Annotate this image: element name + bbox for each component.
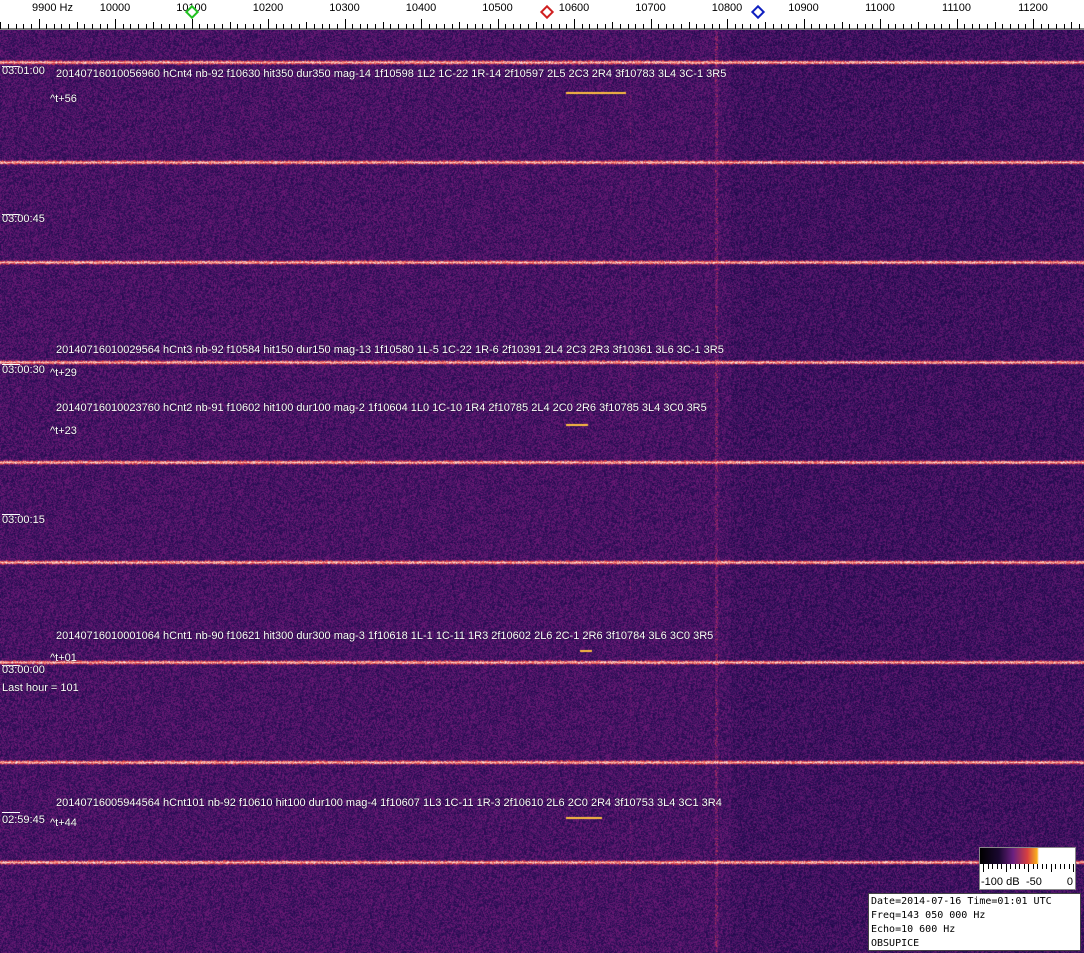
time-label: 03:00:15 [2,514,45,526]
colorbar-label: -50 [1026,876,1042,888]
time-label: 02:59:45 [2,814,45,826]
colorbar: -100 dB -50 0 [979,847,1076,890]
detection-delta: ^t+44 [50,817,77,829]
frequency-label: 10900 [788,2,819,14]
frequency-label: 10500 [482,2,513,14]
detection-delta: ^t+23 [50,425,77,437]
info-box: Date=2014-07-16 Time=01:01 UTC Freq=143 … [868,893,1081,951]
time-tick [2,364,20,365]
time-tick [2,812,20,813]
detection-text: 20140716010023760 hCnt2 nb-91 f10602 hit… [56,402,707,414]
time-tick [2,514,20,515]
time-label: 03:00:00 [2,664,45,676]
frequency-label: 10400 [405,2,437,14]
colorbar-ticks [983,864,1074,872]
colorbar-label: -100 dB [981,876,1020,888]
detection-text: 20140716010029564 hCnt3 nb-92 f10584 hit… [56,344,724,356]
frequency-ruler[interactable]: 9900 Hz100001010010200103001040010500106… [0,0,1084,30]
colorbar-label: 0 [1066,876,1073,888]
last-hour-count: Last hour = 101 [2,682,79,694]
detection-text: 20140716005944564 hCnt101 nb-92 f10610 h… [56,797,722,809]
frequency-label: 11200 [1018,2,1048,14]
waterfall-display[interactable] [0,30,1084,953]
frequency-label: 9900 Hz [32,2,73,14]
detection-text: 20140716010056960 hCnt4 nb-92 f10630 hit… [56,68,727,80]
time-label: 03:00:30 [2,364,45,376]
detection-delta: ^t+01 [50,652,77,664]
frequency-label: 11100 [942,2,971,14]
time-tick [2,66,20,67]
frequency-label: 10200 [252,2,284,14]
frequency-line: Freq=143 050 000 Hz [871,910,986,921]
colorbar-gradient [980,848,1075,864]
frequency-label: 10600 [558,2,590,14]
date-time-line: Date=2014-07-16 Time=01:01 UTC [871,896,1052,907]
time-label: 03:00:45 [2,213,45,225]
frequency-label: 10300 [329,2,360,14]
spectrogram-canvas [0,30,1084,953]
frequency-label: 10700 [635,2,666,14]
ruler-ticks [0,19,1084,30]
frequency-label: 11000 [865,2,895,14]
station-name: OBSUPICE [871,938,920,949]
frequency-label: 10000 [99,2,131,14]
detection-text: 20140716010001064 hCnt1 nb-90 f10621 hit… [56,630,714,642]
detection-delta: ^t+56 [50,93,77,105]
time-tick [2,665,20,666]
time-tick [2,214,20,215]
time-label: 03:01:00 [2,65,45,77]
echo-line: Echo=10 600 Hz [871,924,956,935]
detection-delta: ^t+29 [50,367,77,379]
frequency-label: 10800 [711,2,743,14]
